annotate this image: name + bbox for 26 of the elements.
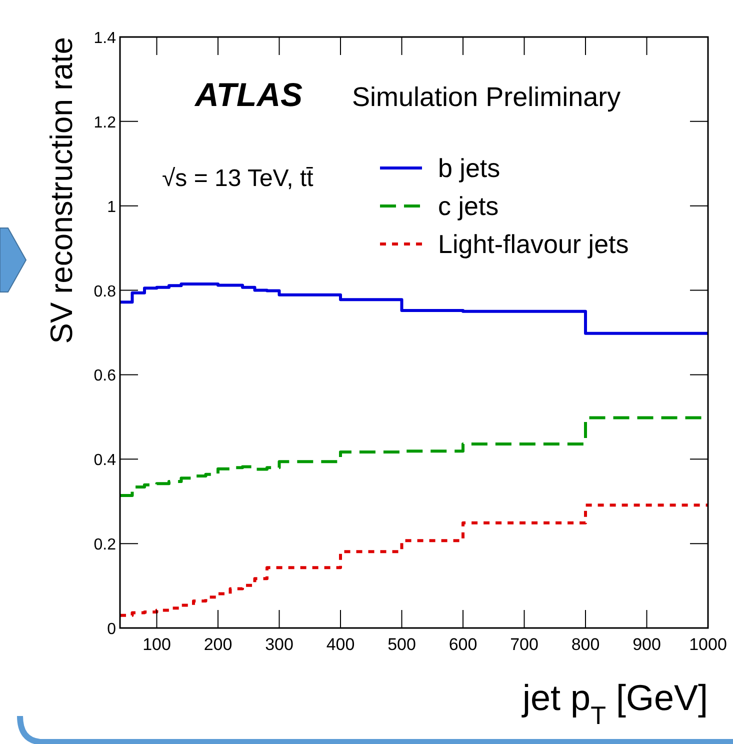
y-tick-label: 0.6 [94, 368, 116, 385]
x-tick-label: 800 [571, 635, 600, 654]
legend-label: Light-flavour jets [438, 229, 629, 259]
annotation: √s = 13 TeV, tt̄ [162, 165, 314, 192]
y-tick-label: 1.4 [94, 30, 116, 47]
x-tick-label: 1000 [689, 635, 727, 654]
annotation: ATLAS [194, 76, 303, 113]
x-axis-title: jet p$_{T}$ [GeV] [522, 677, 708, 730]
y-tick-label: 0 [107, 621, 116, 638]
y-tick-label: 1.2 [94, 114, 116, 132]
x-tick-label: 400 [326, 635, 355, 654]
x-tick-label: 700 [510, 635, 538, 654]
y-axis-title: SV reconstruction rate [44, 37, 79, 344]
annotation: Simulation Preliminary [352, 82, 622, 112]
x-tick-label: 600 [448, 635, 478, 654]
legend-label: c jets [438, 191, 499, 221]
x-tick-label: 100 [142, 635, 171, 654]
legend-label: b jets [438, 153, 500, 183]
x-tick-label: 200 [204, 635, 232, 654]
x-tick-label: 900 [632, 635, 661, 654]
y-tick-label: 0.8 [94, 283, 116, 300]
y-tick-label: 1 [107, 198, 116, 216]
x-tick-label: 300 [265, 635, 294, 654]
y-tick-label: 0.2 [94, 536, 116, 554]
x-tick-label: 500 [388, 635, 416, 654]
y-tick-label: 0.4 [94, 452, 116, 470]
